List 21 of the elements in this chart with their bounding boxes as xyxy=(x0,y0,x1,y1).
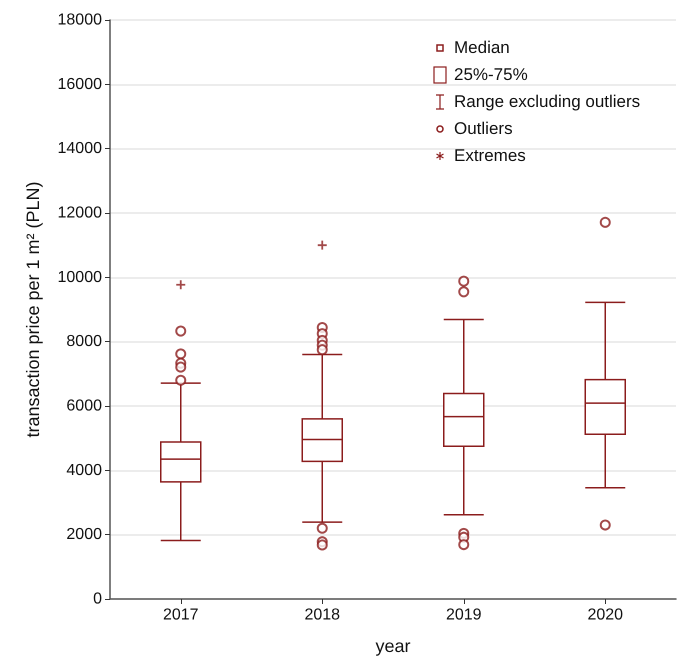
y-tick-label: 18000 xyxy=(58,12,102,28)
x-tick-label: 2019 xyxy=(446,606,482,624)
annotation: Extremes xyxy=(454,146,526,166)
y-tick-label: 0 xyxy=(93,590,102,608)
y-tick-label: 16000 xyxy=(58,76,102,93)
annotation: Outliers xyxy=(454,118,513,138)
annotation: Range excluding outliers xyxy=(454,92,640,112)
x-axis-title: year xyxy=(375,636,411,656)
annotation: Median xyxy=(454,38,510,58)
y-tick-label: 10000 xyxy=(58,268,102,286)
annotation: 25%-75% xyxy=(454,64,528,84)
y-axis-title: transaction price per 1 m² (PLN) xyxy=(23,181,43,438)
y-tick-label: 6000 xyxy=(66,398,102,414)
y-tick-label: 2000 xyxy=(66,526,102,544)
x-tick-label: 2017 xyxy=(162,606,199,624)
y-tick-label: 12000 xyxy=(58,204,102,222)
y-tick-label: 8000 xyxy=(66,333,102,350)
y-tick-label: 14000 xyxy=(58,140,102,158)
x-tick-label: 2020 xyxy=(587,606,624,624)
y-tick-label: 4000 xyxy=(66,462,102,479)
x-tick-label: 2018 xyxy=(304,606,340,624)
